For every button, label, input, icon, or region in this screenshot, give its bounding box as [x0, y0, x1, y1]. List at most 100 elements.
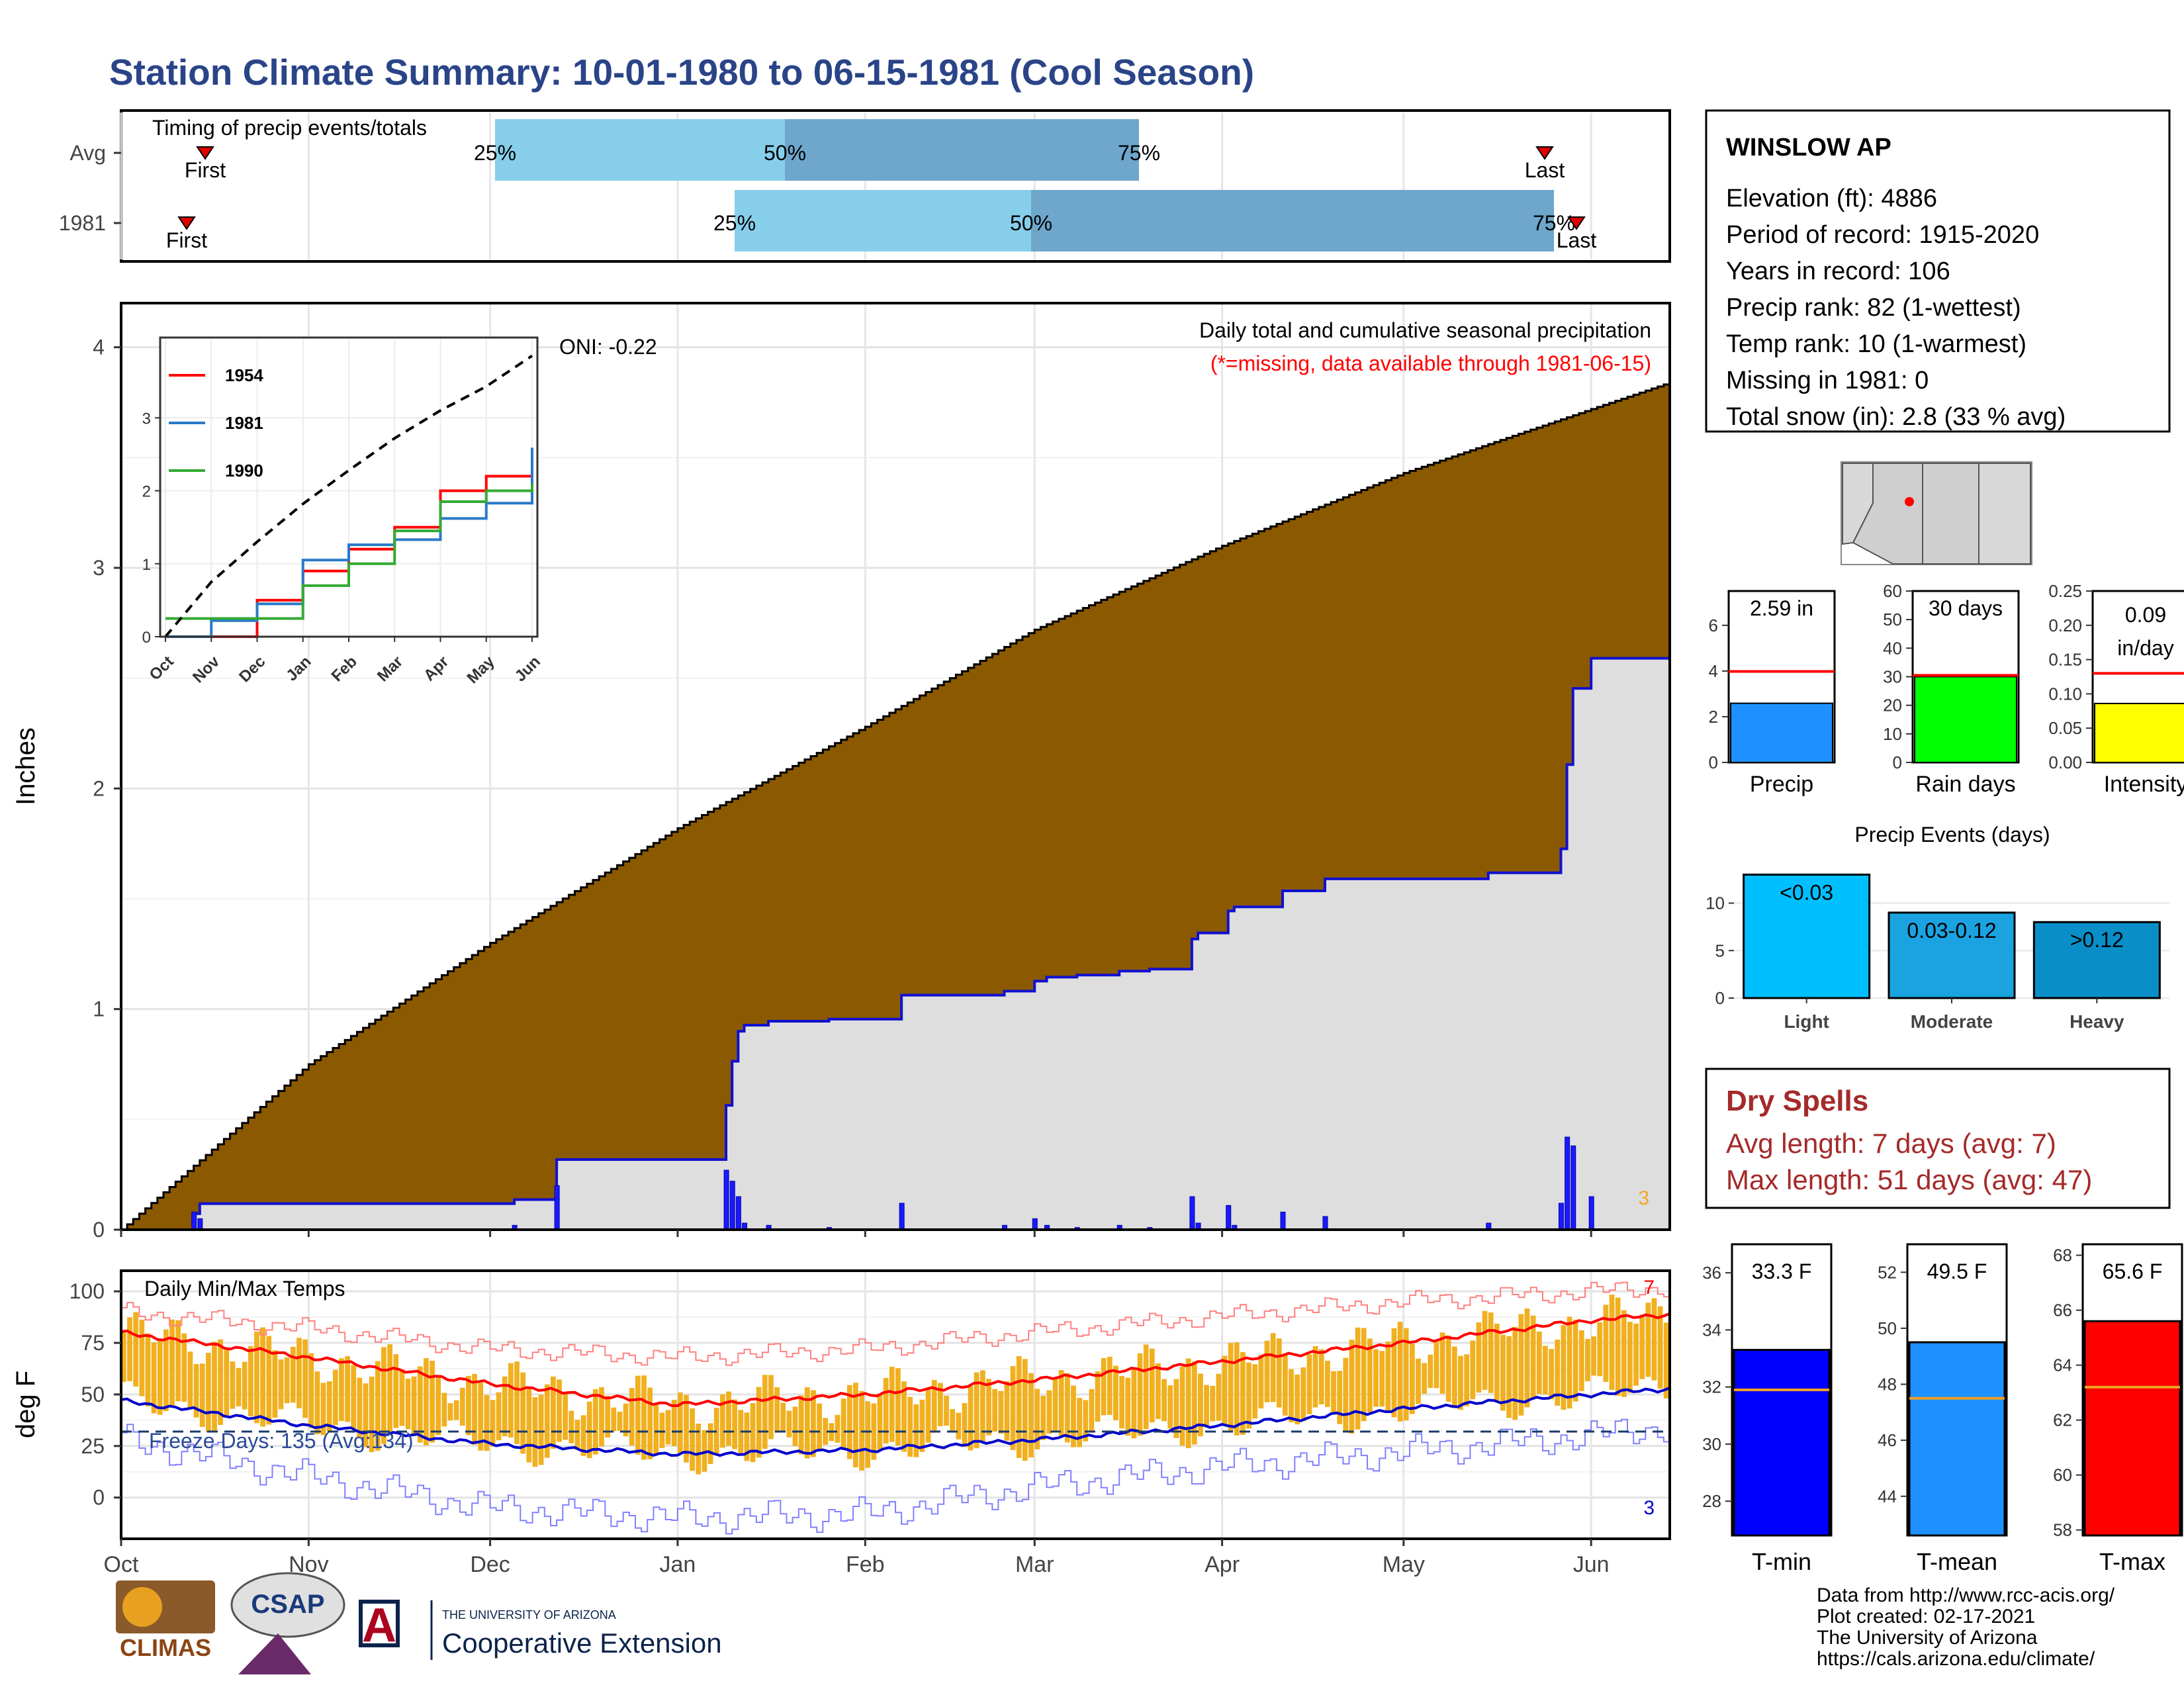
temp-daily-range-bar — [1107, 1356, 1113, 1415]
locator-map — [1841, 461, 2032, 565]
temp-daily-range-bar — [635, 1375, 641, 1455]
temp-daily-range-bar — [320, 1383, 326, 1436]
timing-avg-last-marker — [1535, 146, 1554, 160]
temp-summary-tick-label: 58 — [2053, 1520, 2072, 1540]
temp-daily-range-bar — [447, 1403, 453, 1421]
temp-daily-range-bar — [1143, 1344, 1149, 1430]
temp-daily-range-bar — [139, 1319, 145, 1396]
summary-bar-tick-label: 10 — [1883, 724, 1902, 744]
timing-1981-early-bar — [735, 190, 1031, 251]
summary-bar-value-unit: in/day — [2117, 636, 2173, 660]
temp-daily-range-bar — [538, 1394, 544, 1465]
temp-daily-range-bar — [151, 1342, 157, 1414]
summary-bar-tick-label: 50 — [1883, 610, 1902, 629]
summary-bar-tick-label: 0.20 — [2048, 616, 2082, 635]
timing-avg-last-label: Last — [1525, 158, 1565, 182]
precip-y-tick-label: 2 — [93, 776, 105, 800]
month-x-axis: Oct Nov Dec Jan Feb Mar Apr May Jun — [104, 1230, 1610, 1577]
temp-summary-tick-label: 50 — [1878, 1318, 1897, 1338]
daily-precip-bar — [723, 1169, 729, 1230]
temp-summary-tick-label: 64 — [2053, 1355, 2072, 1375]
temp-daily-range-bar — [514, 1361, 520, 1444]
summary-bar-value — [1730, 702, 1833, 764]
record-min-line — [121, 1418, 1670, 1535]
temp-daily-range-bar — [1397, 1322, 1403, 1422]
inset-y-tick-label: 1 — [142, 556, 151, 574]
credits: Data from http://www.rcc-acis.org/ Plot … — [1817, 1584, 2115, 1670]
temp-summary-t-max: 65.6 F 58 60 62 64 66 68 T-max — [2053, 1243, 2183, 1575]
temp-daily-range-bar — [786, 1410, 792, 1438]
temp-y-tick-label: 50 — [81, 1383, 105, 1406]
temp-daily-range-bar — [1258, 1354, 1264, 1409]
temp-daily-range-bar — [218, 1339, 224, 1425]
station-info-frame — [1705, 109, 2171, 433]
month-tick-label: Jan — [660, 1552, 696, 1577]
temp-daily-range-bar — [212, 1342, 217, 1432]
temp-daily-range-bar — [121, 1332, 126, 1383]
temp-daily-range-bar — [1561, 1325, 1567, 1410]
timing-1981-late-bar — [1031, 190, 1554, 251]
temp-daily-range-bar — [979, 1370, 985, 1442]
temp-daily-range-bar — [817, 1403, 822, 1451]
temp-daily-range-bar — [1476, 1322, 1482, 1393]
daily-precip-bar — [1322, 1216, 1328, 1230]
temp-daily-range-bar — [1512, 1326, 1518, 1420]
temp-daily-range-bar — [798, 1395, 804, 1455]
temp-daily-range-bar — [684, 1394, 689, 1463]
temp-y-axis: 0 25 50 75 100 — [69, 1279, 121, 1510]
daily-precip-bar — [899, 1203, 905, 1230]
temp-daily-range-bar — [278, 1359, 284, 1410]
temp-daily-range-bar — [1428, 1354, 1433, 1389]
temp-daily-range-bar — [774, 1387, 780, 1433]
summary-bar-tick-label: 4 — [1709, 661, 1718, 681]
event-bar-label: >0.12 — [2070, 928, 2124, 952]
temp-daily-range-bar — [302, 1339, 308, 1418]
timing-row-1981-label: 1981 — [59, 211, 106, 235]
temp-summary-label: T-mean — [1917, 1548, 1997, 1575]
temp-daily-range-bar — [490, 1400, 496, 1447]
temp-daily-range-bar — [1234, 1342, 1240, 1436]
summary-bar-tick-label: 0.00 — [2048, 753, 2082, 772]
month-tick-label: Apr — [1205, 1552, 1240, 1577]
temp-daily-range-bar — [726, 1391, 731, 1446]
temp-daily-range-bar — [950, 1409, 956, 1432]
month-tick-label: Jun — [1573, 1552, 1610, 1577]
temp-daily-range-bar — [520, 1372, 526, 1454]
map-new-mexico — [1922, 463, 1979, 565]
temp-daily-range-bar — [363, 1383, 369, 1447]
temp-daily-range-bar — [1385, 1342, 1391, 1412]
temp-summary-value-label: 33.3 F — [1752, 1259, 1812, 1283]
temp-daily-range-bar — [653, 1403, 659, 1455]
temp-daily-range-bar — [707, 1423, 713, 1465]
temp-daily-range-bar — [224, 1348, 230, 1416]
dry-spells-max: Max length: 51 days (avg: 47) — [1726, 1164, 2092, 1195]
csap-logo: CSAP — [230, 1572, 345, 1674]
temp-daily-range-bar — [974, 1372, 979, 1449]
temp-daily-range-bar — [841, 1398, 846, 1450]
temp-daily-range-bar — [1276, 1338, 1282, 1408]
temp-daily-range-bar — [1095, 1371, 1101, 1422]
temp-daily-range-bar — [895, 1368, 901, 1446]
temp-daily-range-bar — [1306, 1354, 1312, 1414]
temp-daily-range-bar — [762, 1375, 768, 1449]
temp-daily-range-bar — [719, 1394, 725, 1448]
summary-bar-tick-label: 0.05 — [2048, 718, 2082, 738]
temp-daily-range-bar — [266, 1336, 272, 1425]
temp-daily-range-bar — [1530, 1315, 1536, 1399]
station-info-box: WINSLOW AP Elevation (ft): 4886 Period o… — [1705, 109, 2171, 433]
summary-bar-tick-label: 0 — [1709, 753, 1718, 772]
temp-daily-range-bar — [435, 1375, 441, 1436]
temp-summary-tick-label: 34 — [1702, 1320, 1721, 1340]
temp-daily-range-bar — [804, 1387, 810, 1459]
map-texas — [1978, 463, 2031, 565]
summary-bar-value-label: 30 days — [1929, 596, 2003, 620]
month-tick-label: May — [1383, 1552, 1425, 1577]
summary-bar-value-label: 2.59 in — [1750, 596, 1813, 620]
temp-daily-range-bar — [1567, 1316, 1572, 1409]
temp-daily-range-bar — [1179, 1366, 1185, 1446]
temp-daily-range-bar — [181, 1333, 187, 1402]
daily-precip-bar — [1189, 1196, 1195, 1230]
temp-daily-range-bar — [1458, 1355, 1463, 1410]
temp-daily-range-bar — [1416, 1358, 1421, 1404]
temp-daily-range-bar — [351, 1365, 357, 1429]
